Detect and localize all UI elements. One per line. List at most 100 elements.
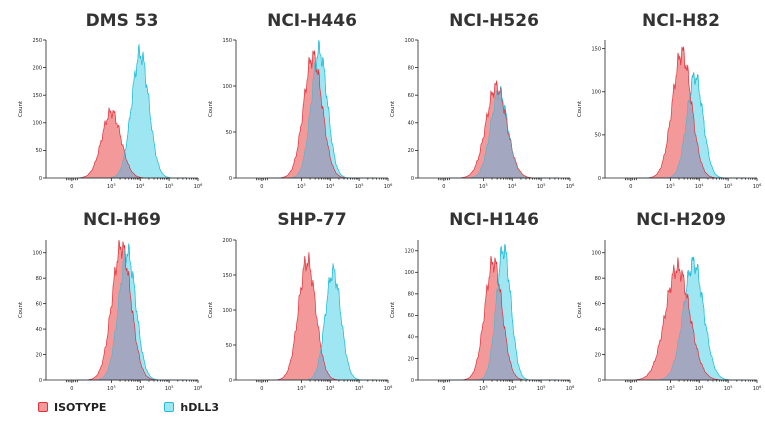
panel-title: NCI-H69 [83, 210, 161, 230]
x-tick-label: 104 [508, 385, 517, 392]
x-tick-label: 104 [136, 385, 145, 392]
panel-title: NCI-H526 [449, 11, 539, 31]
y-tick-label: 20 [408, 148, 414, 154]
x-tick-label: 104 [326, 385, 335, 392]
x-tick-label: 103 [479, 385, 488, 392]
panel-1: DMS 53 0 50 100 150 200 250 Count 0 103 104 105 106 [18, 11, 202, 190]
y-tick-label: 40 [408, 335, 414, 341]
y-axis-label: Count [208, 100, 214, 117]
x-tick-label: 103 [479, 183, 488, 190]
y-tick-label: 40 [595, 327, 601, 333]
y-tick-label: 80 [595, 276, 601, 282]
y-tick-label: 50 [226, 343, 232, 349]
x-tick-label: 0 [442, 184, 445, 190]
y-tick-label: 60 [595, 301, 601, 307]
legend: ISOTYPE hDLL3 [38, 398, 277, 416]
y-tick-label: 150 [591, 46, 601, 52]
panel-4: NCI-H82 0 50 100 150 Count 0 103 104 105 106 [577, 11, 761, 190]
y-tick-label: 120 [404, 249, 414, 255]
overlap-region [448, 86, 559, 178]
y-tick-label: 60 [36, 301, 42, 307]
isotype-histogram [635, 257, 746, 380]
y-axis-label: Count [390, 301, 396, 318]
y-axis-label: Count [18, 301, 24, 318]
panel-title: NCI-H209 [636, 210, 726, 230]
x-tick-label: 105 [165, 385, 174, 392]
y-tick-label: 200 [32, 65, 42, 71]
y-axis-label: Count [577, 301, 583, 318]
y-tick-label: 100 [222, 308, 232, 314]
y-tick-label: 100 [32, 251, 42, 257]
x-tick-label: 0 [70, 386, 73, 392]
y-tick-label: 100 [591, 90, 601, 96]
x-tick-label: 106 [566, 385, 575, 392]
y-axis-label: Count [208, 301, 214, 318]
y-tick-label: 40 [36, 327, 42, 333]
x-tick-label: 105 [355, 183, 364, 190]
y-tick-label: 0 [411, 176, 414, 182]
x-tick-label: 103 [666, 183, 675, 190]
y-tick-label: 100 [404, 270, 414, 276]
x-tick-label: 106 [753, 385, 762, 392]
x-tick-label: 103 [107, 183, 116, 190]
panel-5: NCI-H69 0 20 40 60 80 100 Count 0 103 104 105 106 [18, 210, 202, 392]
x-tick-label: 106 [194, 183, 203, 190]
panel-title: SHP-77 [277, 210, 346, 230]
x-tick-label: 103 [297, 385, 306, 392]
y-tick-label: 0 [229, 378, 232, 384]
y-axis-label: Count [577, 100, 583, 117]
x-tick-label: 104 [508, 183, 517, 190]
y-tick-label: 20 [595, 352, 601, 358]
panel-3: NCI-H526 0 20 40 60 80 100 Count 0 103 104 105 106 [390, 11, 574, 190]
y-tick-label: 20 [36, 352, 42, 358]
y-tick-label: 80 [408, 292, 414, 298]
y-axis-label: Count [390, 100, 396, 117]
overlap-region [76, 243, 187, 380]
x-tick-label: 106 [753, 183, 762, 190]
x-tick-label: 0 [260, 184, 263, 190]
y-tick-label: 100 [404, 38, 414, 44]
y-tick-label: 80 [408, 65, 414, 71]
x-tick-label: 105 [537, 385, 546, 392]
x-tick-label: 105 [165, 183, 174, 190]
x-tick-label: 104 [136, 183, 145, 190]
overlap-region [635, 72, 746, 178]
legend-label-isotype: ISOTYPE [54, 400, 107, 414]
panel-7: NCI-H146 0 20 40 60 80 100 120 Count 0 103 104 105 10… [390, 210, 574, 392]
x-tick-label: 106 [194, 385, 203, 392]
y-tick-label: 50 [595, 133, 601, 139]
x-tick-label: 0 [70, 184, 73, 190]
y-tick-label: 200 [222, 238, 232, 244]
x-tick-label: 105 [537, 183, 546, 190]
y-tick-label: 100 [591, 251, 601, 257]
x-tick-label: 105 [724, 385, 733, 392]
x-tick-label: 105 [355, 385, 364, 392]
legend-item-hdll3: hDLL3 [164, 401, 219, 414]
x-tick-label: 104 [695, 183, 704, 190]
x-tick-label: 104 [326, 183, 335, 190]
x-tick-label: 106 [384, 183, 393, 190]
y-tick-label: 100 [32, 121, 42, 127]
y-tick-label: 60 [408, 313, 414, 319]
x-tick-label: 0 [629, 184, 632, 190]
y-tick-label: 0 [39, 176, 42, 182]
y-tick-label: 50 [226, 130, 232, 136]
x-tick-label: 103 [666, 385, 675, 392]
y-tick-label: 20 [408, 356, 414, 362]
legend-swatch-hdll3 [164, 402, 175, 412]
hdll3-histogram [76, 44, 187, 179]
legend-item-isotype: ISOTYPE [38, 401, 106, 414]
y-tick-label: 0 [598, 378, 601, 384]
y-tick-label: 0 [411, 378, 414, 384]
panel-title: NCI-H82 [642, 11, 720, 31]
x-tick-label: 0 [260, 386, 263, 392]
isotype-histogram [266, 252, 377, 380]
overlap-region [266, 263, 377, 380]
x-tick-label: 104 [695, 385, 704, 392]
panel-title: NCI-H146 [449, 210, 539, 230]
panel-title: NCI-H446 [267, 11, 357, 31]
x-tick-label: 106 [566, 183, 575, 190]
x-tick-label: 0 [629, 386, 632, 392]
y-tick-label: 150 [222, 273, 232, 279]
